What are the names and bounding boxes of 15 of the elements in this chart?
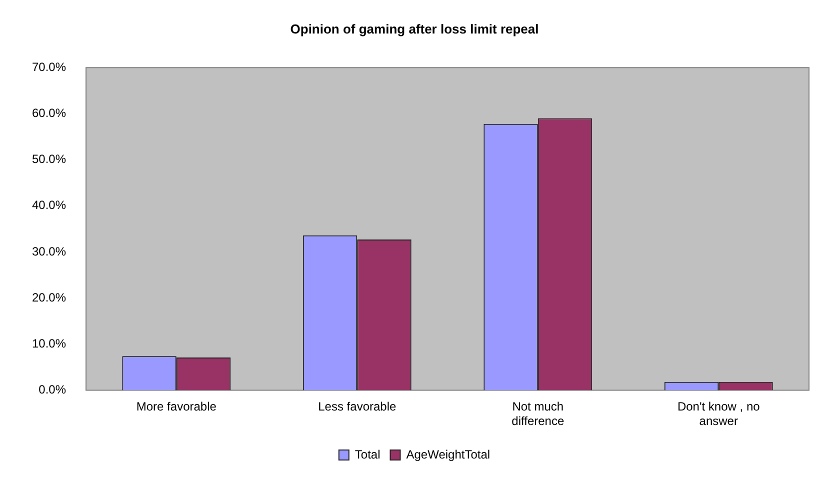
x-tick-label: More favorable	[136, 400, 217, 414]
legend-label: Total	[354, 447, 380, 462]
x-tick-label: Not much difference	[512, 400, 564, 428]
y-tick-label: 0.0%	[38, 382, 66, 397]
y-tick-label: 30.0%	[32, 244, 66, 258]
x-tick-label: Less favorable	[318, 400, 396, 414]
y-tick-label: 60.0%	[32, 106, 66, 120]
legend-label: AgeWeightTotal	[406, 447, 490, 462]
y-tick-label: 70.0%	[32, 60, 66, 74]
y-tick-label: 40.0%	[32, 198, 66, 212]
y-tick-label: 50.0%	[32, 152, 66, 166]
y-tick-label: 20.0%	[32, 290, 66, 304]
y-tick-label: 10.0%	[32, 336, 66, 350]
chart-title: Opinion of gaming after loss limit repeal	[290, 21, 539, 36]
x-tick-label: Don't know , no answer	[677, 400, 760, 428]
